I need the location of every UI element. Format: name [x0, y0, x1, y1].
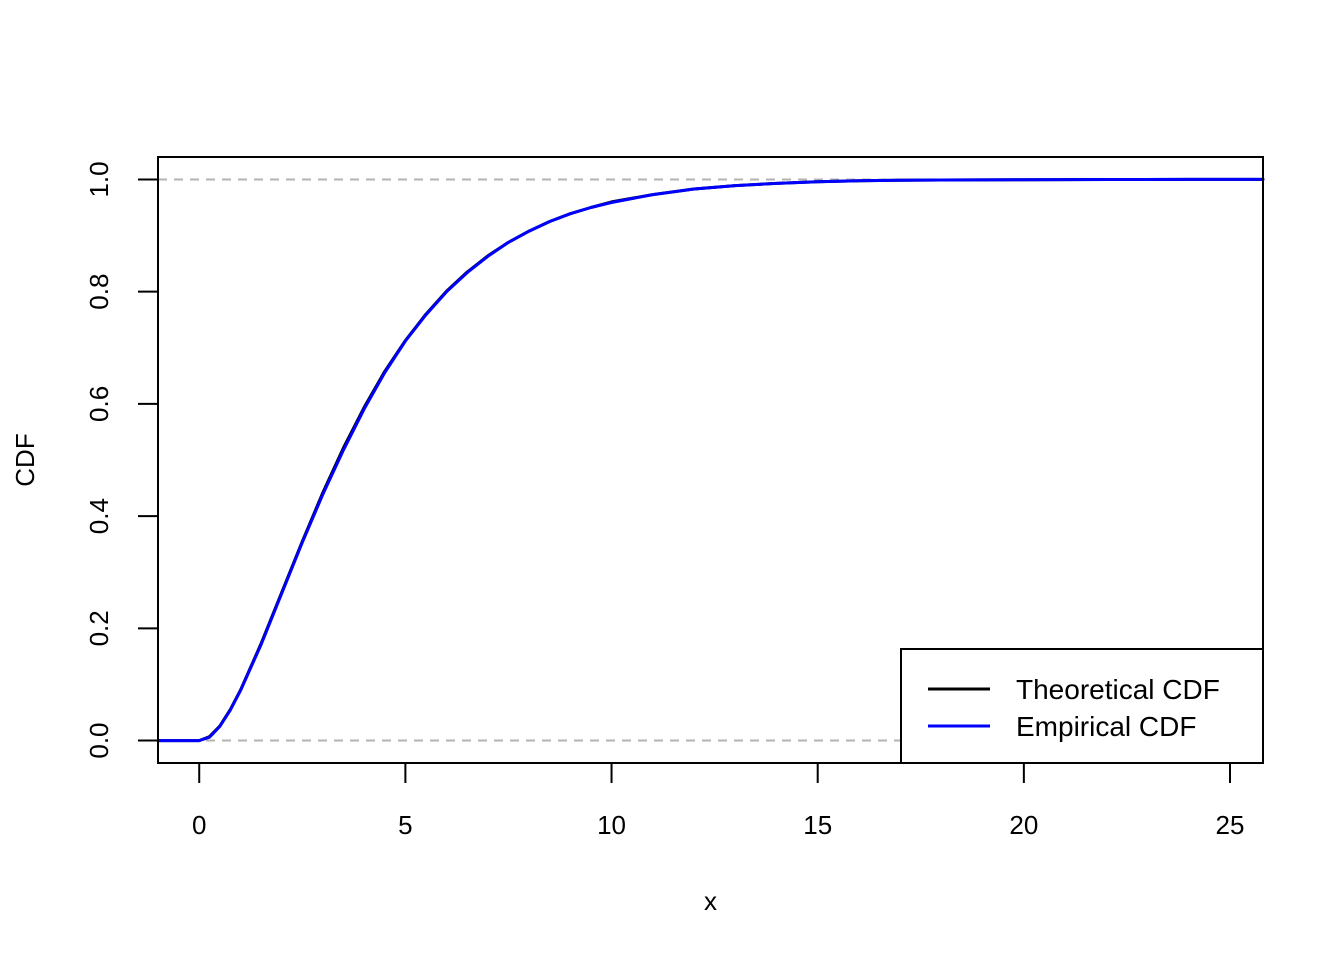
x-axis: 0 5 10 15 20 25	[192, 762, 1245, 840]
y-axis-title: CDF	[10, 433, 40, 486]
x-axis-title: x	[704, 886, 717, 916]
x-tick-label: 20	[1009, 810, 1038, 840]
y-tick-label: 0.6	[84, 386, 114, 422]
series-lines	[156, 177, 1265, 743]
legend-box	[900, 648, 1264, 764]
x-tick-label: 25	[1216, 810, 1245, 840]
x-tick-label: 0	[192, 810, 206, 840]
y-axis: 0.0 0.2 0.4 0.6 0.8 1.0	[84, 161, 159, 759]
x-tick-label: 15	[803, 810, 832, 840]
y-tick-label: 0.8	[84, 274, 114, 310]
y-tick-label: 1.0	[84, 161, 114, 197]
y-tick-label: 0.4	[84, 498, 114, 534]
legend-label: Theoretical CDF	[1016, 674, 1220, 705]
series-line-empirical	[156, 177, 1265, 743]
y-tick-label: 0.2	[84, 610, 114, 646]
x-tick-label: 5	[398, 810, 412, 840]
y-tick-label: 0.0	[84, 722, 114, 758]
legend: Theoretical CDF Empirical CDF	[900, 648, 1264, 764]
legend-label: Empirical CDF	[1016, 711, 1196, 742]
x-tick-label: 10	[597, 810, 626, 840]
